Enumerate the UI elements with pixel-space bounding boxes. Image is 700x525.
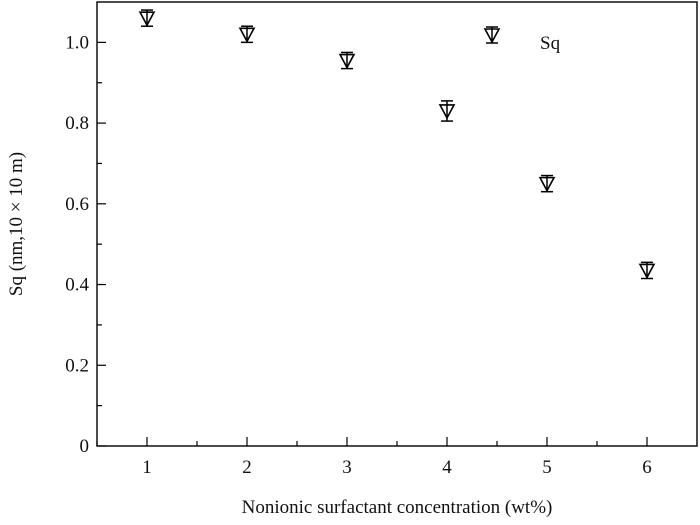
y-tick-label: 1.0 — [65, 32, 89, 53]
data-point — [238, 25, 256, 44]
plot-frame — [96, 1, 698, 447]
plot-area-border — [96, 1, 698, 447]
data-point — [338, 51, 356, 70]
x-axis-ticks: 1 2 3 4 5 6 — [96, 437, 652, 478]
y-tick-label: 0 — [80, 436, 90, 457]
legend-marker-sq — [483, 26, 501, 44]
x-tick-label: 2 — [242, 457, 252, 478]
x-tick-label: 4 — [442, 457, 452, 478]
y-tick-label: 0.2 — [65, 355, 89, 376]
legend-label-sq: Sq — [540, 33, 561, 54]
legend-symbol — [483, 26, 501, 44]
x-tick-label: 1 — [142, 457, 152, 478]
y-tick-label: 0.6 — [65, 194, 89, 215]
y-tick-label: 0.4 — [65, 275, 89, 296]
x-tick-label: 3 — [342, 457, 352, 478]
data-points — [138, 9, 656, 280]
data-point — [438, 100, 456, 122]
data-point — [538, 174, 556, 193]
data-point — [638, 261, 656, 280]
x-tick-label: 6 — [642, 457, 652, 478]
y-axis-ticks: 0 0.2 0.4 0.6 0.8 1.0 — [65, 32, 106, 457]
y-tick-label: 0.8 — [65, 113, 89, 134]
x-tick-label: 5 — [542, 457, 552, 478]
y-axis-title: Sq (nm,10 × 10 m) — [6, 152, 27, 296]
legend: Sq — [483, 26, 561, 54]
x-axis-title: Nonionic surfactant concentration (wt%) — [242, 497, 553, 518]
data-point — [138, 9, 156, 27]
